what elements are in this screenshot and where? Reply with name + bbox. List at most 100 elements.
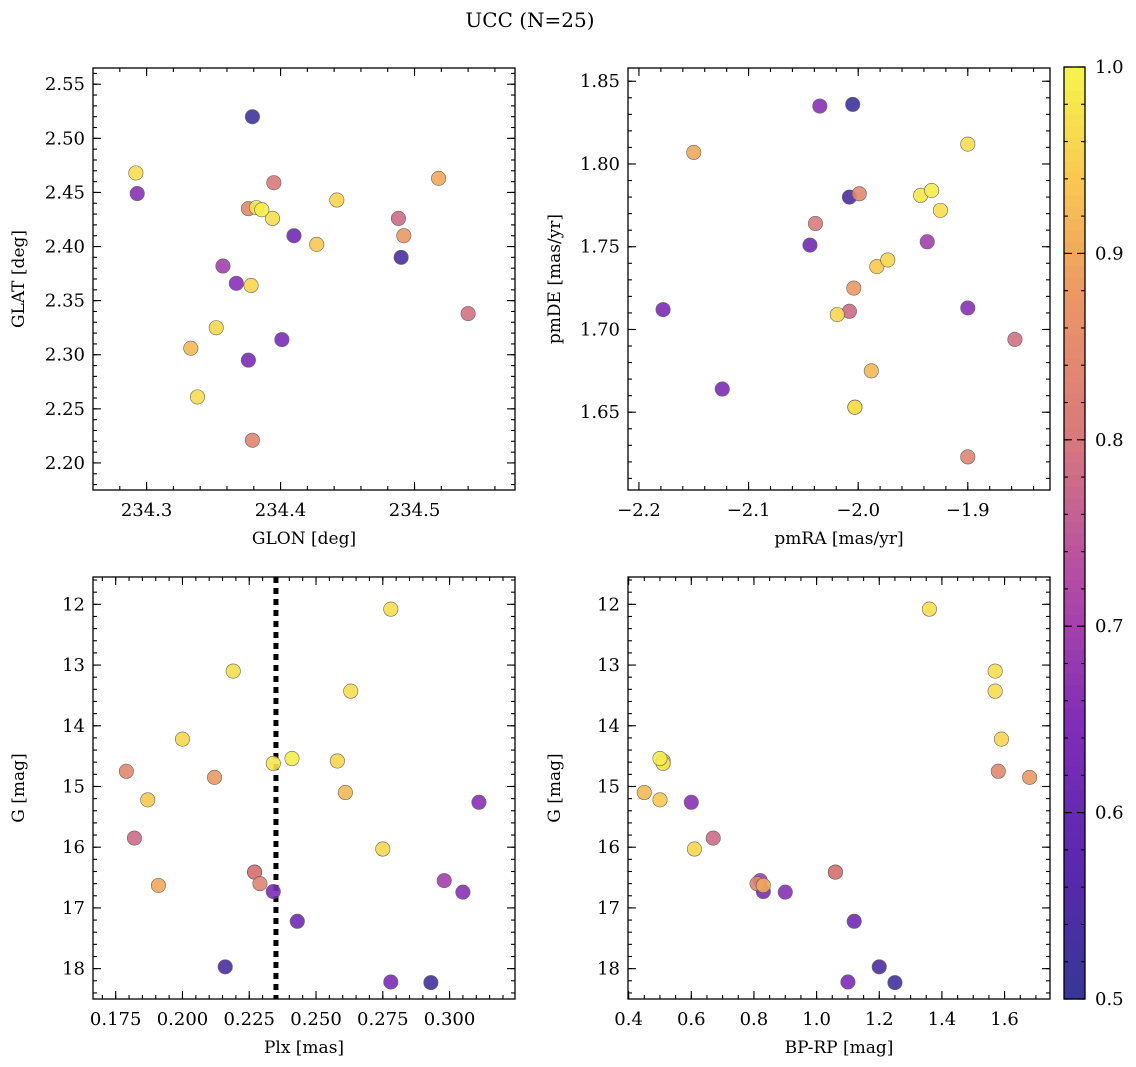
data-point <box>924 182 940 198</box>
data-point <box>265 884 281 900</box>
data-point <box>383 974 399 990</box>
data-point <box>265 755 281 771</box>
x-tick-label: 0.4 <box>614 1009 643 1030</box>
y-tick-label: 13 <box>62 655 85 676</box>
colorbar-segment <box>1064 812 1085 825</box>
x-tick-label: 0.300 <box>424 1009 476 1030</box>
data-point <box>396 228 412 244</box>
colorbar-segment <box>1064 602 1085 616</box>
colorbar-segment <box>1064 964 1085 977</box>
data-point <box>960 300 976 316</box>
x-tick-label: 0.200 <box>157 1009 209 1030</box>
y-tick-label: 12 <box>597 594 620 615</box>
data-point <box>869 259 885 275</box>
data-point <box>960 449 976 465</box>
x-axis-label: BP-RP [mag] <box>785 1038 894 1058</box>
panel-pmra-pmde: −2.2 −2.1 −2.0 −1.9 1.65 1.70 1.75 1.80 1.85 pmRA… <box>545 67 1051 549</box>
colorbar: 0.5 0.6 0.7 0.8 0.9 1.0 <box>1063 57 1124 1010</box>
colorbar-segment <box>1064 428 1085 441</box>
y-tick-label: 18 <box>597 959 620 980</box>
colorbar-segment <box>1064 451 1085 464</box>
y-tick-label: 2.25 <box>45 399 85 420</box>
axes-frame <box>627 576 1051 1000</box>
y-axis-label: G [mag] <box>9 753 29 822</box>
data-point <box>128 165 144 181</box>
x-tick-label: 234.3 <box>121 500 173 521</box>
y-tick-label: 2.45 <box>45 182 85 203</box>
data-point <box>845 96 861 112</box>
data-point <box>329 192 345 208</box>
data-point <box>183 340 199 356</box>
data-point <box>343 683 359 699</box>
x-tick-label: 234.4 <box>255 500 307 521</box>
data-point <box>252 876 268 892</box>
x-tick-label: −2.2 <box>617 500 661 521</box>
colorbar-tick-label: 0.9 <box>1095 243 1124 264</box>
y-tick-label: 1.85 <box>580 71 620 92</box>
figure-title: UCC (N=25) <box>465 8 594 32</box>
y-tick-label: 15 <box>62 776 85 797</box>
y-tick-label: 18 <box>62 959 85 980</box>
colorbar-segment <box>1064 696 1085 709</box>
colorbar-segment <box>1064 474 1085 487</box>
colorbar-segment <box>1064 684 1085 697</box>
data-point <box>846 913 862 929</box>
colorbar-segment <box>1064 218 1085 231</box>
colorbar-segment <box>1064 276 1085 289</box>
colorbar-segment <box>1064 125 1085 138</box>
y-tick-label: 2.35 <box>45 291 85 312</box>
data-point <box>375 841 391 857</box>
colorbar-segment <box>1064 323 1085 336</box>
data-point <box>932 202 948 218</box>
data-point <box>423 975 439 991</box>
colorbar-segment <box>1064 404 1085 418</box>
colorbar-segment <box>1064 870 1085 884</box>
data-point <box>390 210 406 226</box>
data-point <box>714 381 730 397</box>
colorbar-segment <box>1064 661 1085 674</box>
data-point <box>777 884 793 900</box>
y-tick-label: 14 <box>62 716 85 737</box>
y-tick-label: 12 <box>62 594 85 615</box>
colorbar-segment <box>1064 171 1085 185</box>
colorbar-segment <box>1064 917 1085 930</box>
data-point <box>436 873 452 889</box>
data-point <box>208 320 224 336</box>
y-axis-label: pmDE [mas/yr] <box>545 214 565 344</box>
data-point <box>289 913 305 929</box>
colorbar-segment <box>1064 859 1085 872</box>
y-tick-label: 14 <box>597 716 620 737</box>
colorbar-segment <box>1064 754 1085 767</box>
data-point <box>284 751 300 767</box>
data-point <box>140 792 156 808</box>
x-tick-label: 1.4 <box>928 1009 957 1030</box>
colorbar-segment <box>1064 288 1085 301</box>
data-point <box>329 753 345 769</box>
y-tick-label: 2.55 <box>45 74 85 95</box>
y-tick-label: 1.65 <box>580 402 620 423</box>
data-point <box>1022 769 1038 785</box>
x-tick-label: 1.2 <box>865 1009 894 1030</box>
colorbar-segment <box>1064 987 1085 1000</box>
colorbar-frame <box>1063 66 1086 1000</box>
colorbar-segment <box>1064 265 1085 278</box>
data-point <box>655 302 671 318</box>
colorbar-segment <box>1064 346 1085 359</box>
axes-frame <box>92 67 516 491</box>
data-point <box>990 763 1006 779</box>
colorbar-segment <box>1064 929 1085 942</box>
x-tick-label: 0.225 <box>223 1009 275 1030</box>
data-point <box>460 306 476 322</box>
colorbar-segment <box>1064 882 1085 895</box>
y-tick-label: 2.30 <box>45 345 85 366</box>
data-point <box>921 601 937 617</box>
data-point <box>851 186 867 202</box>
colorbar-segment <box>1064 509 1085 522</box>
y-tick-label: 17 <box>597 898 620 919</box>
colorbar-segment <box>1064 148 1085 161</box>
data-point <box>636 785 652 801</box>
data-point <box>129 186 145 202</box>
colorbar-segment <box>1064 579 1085 592</box>
data-point <box>337 785 353 801</box>
data-point <box>705 830 721 846</box>
